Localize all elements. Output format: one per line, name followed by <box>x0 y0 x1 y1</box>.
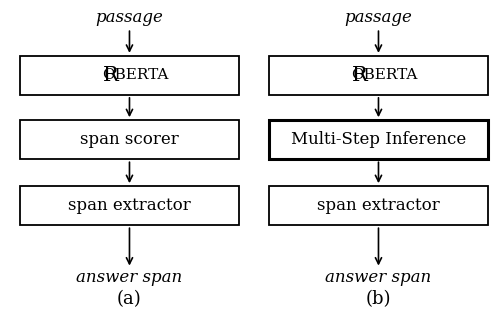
FancyBboxPatch shape <box>20 186 239 225</box>
Text: (b): (b) <box>366 290 391 308</box>
Text: passage: passage <box>96 9 163 26</box>
FancyBboxPatch shape <box>20 120 239 159</box>
Text: passage: passage <box>345 9 412 26</box>
FancyBboxPatch shape <box>269 56 488 95</box>
FancyBboxPatch shape <box>269 120 488 159</box>
Text: R: R <box>352 66 368 85</box>
Text: span extractor: span extractor <box>317 197 440 214</box>
Text: OBERTA: OBERTA <box>102 68 168 82</box>
Text: Multi-Step Inference: Multi-Step Inference <box>291 131 466 148</box>
Text: (a): (a) <box>117 290 142 308</box>
Text: answer span: answer span <box>325 269 432 286</box>
Text: R: R <box>103 66 119 85</box>
Text: span extractor: span extractor <box>68 197 191 214</box>
Text: answer span: answer span <box>76 269 183 286</box>
Text: span scorer: span scorer <box>80 131 179 148</box>
Text: OBERTA: OBERTA <box>351 68 417 82</box>
FancyBboxPatch shape <box>20 56 239 95</box>
FancyBboxPatch shape <box>269 186 488 225</box>
